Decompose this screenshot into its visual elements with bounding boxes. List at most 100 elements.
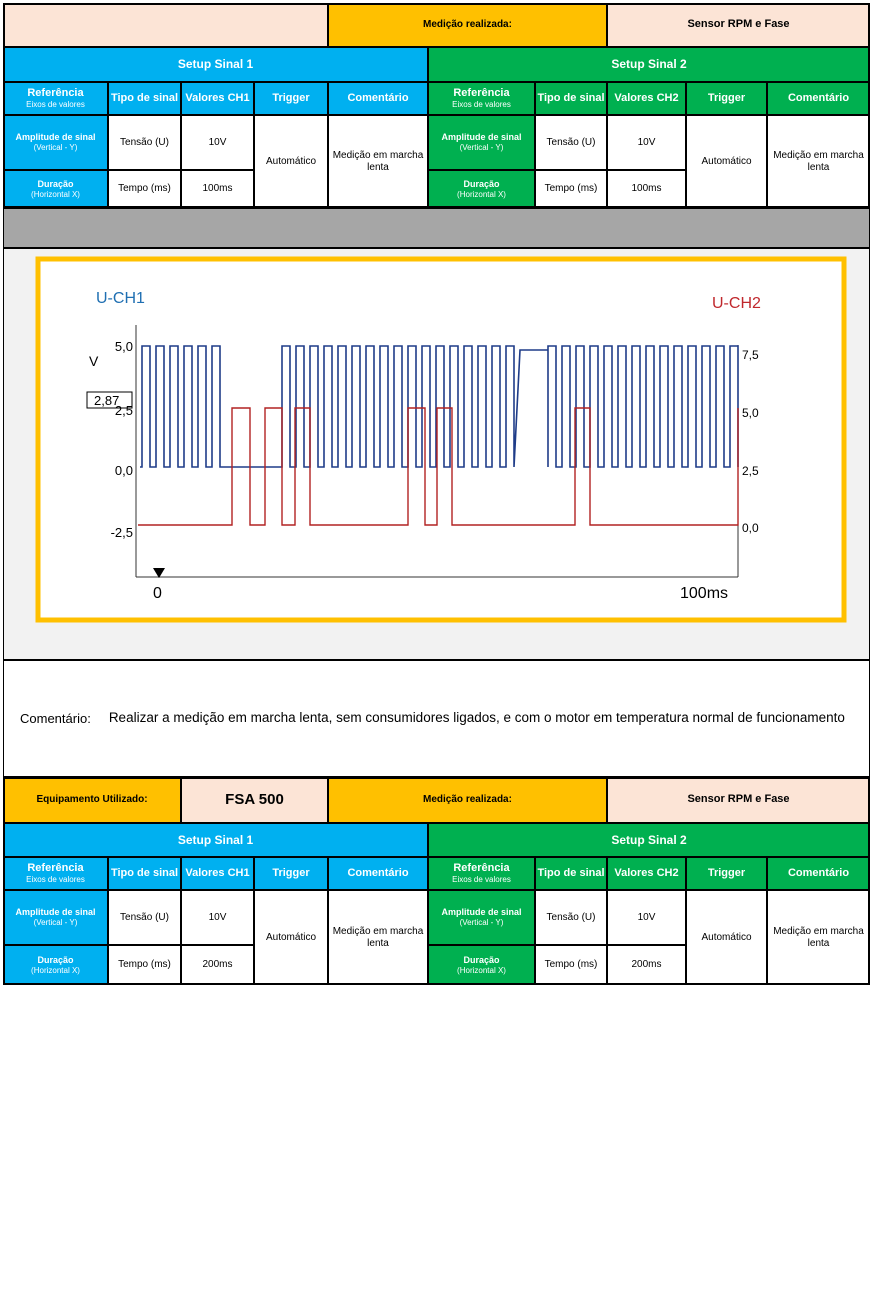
setup-title: Setup Sinal 2 [428, 47, 870, 82]
measurement-label: Medição realizada: [328, 3, 607, 47]
trigger: Automático [254, 115, 328, 208]
cell-subtitle: (Vertical - Y) [459, 918, 504, 928]
column-header: Valores CH2 [607, 82, 686, 115]
cell-title: Trigger [707, 866, 746, 879]
cell-title: Amplitude de sinal [441, 132, 522, 143]
signal-value: 10V [181, 115, 254, 170]
column-header: Referência Eixos de valores [428, 857, 535, 890]
cell-title: Amplitude de sinal [441, 907, 522, 918]
cell-subtitle: (Vertical - Y) [33, 143, 78, 153]
cell-title: Trigger [272, 866, 310, 879]
column-header: Comentário [767, 857, 870, 890]
cell-subtitle: Eixos de valores [452, 875, 511, 885]
cell-title: Valores CH2 [614, 866, 679, 879]
cell-subtitle: Eixos de valores [26, 100, 85, 110]
comment-text: Realizar a medição em marcha lenta, sem … [108, 710, 845, 726]
column-header: Trigger [254, 857, 328, 890]
column-header: Valores CH1 [181, 82, 254, 115]
column-header: Referência Eixos de valores [428, 82, 535, 115]
signal-value: 10V [607, 115, 686, 170]
comment: Medição em marcha lenta [328, 890, 428, 985]
column-header: Tipo de sinal [108, 82, 181, 115]
signal-type: Tempo (ms) [535, 170, 607, 208]
column-header: Valores CH2 [607, 857, 686, 890]
cell-title: Tipo de sinal [110, 866, 179, 879]
column-header: Tipo de sinal [535, 857, 607, 890]
cell-title: Duração [463, 954, 500, 965]
column-header: Valores CH1 [181, 857, 254, 890]
cell-subtitle: (Vertical - Y) [459, 143, 504, 153]
row-reference: Amplitude de sinal (Vertical - Y) [428, 890, 535, 945]
column-header: Comentário [328, 82, 428, 115]
cell-subtitle: (Vertical - Y) [33, 918, 78, 928]
row-reference: Amplitude de sinal (Vertical - Y) [428, 115, 535, 170]
cell-title: Trigger [707, 91, 746, 104]
cell-title: Tipo de sinal [537, 91, 605, 104]
cell-title: Valores CH2 [614, 91, 679, 104]
cell-title: Valores CH1 [185, 91, 250, 104]
column-header: Trigger [686, 82, 767, 115]
cell-title: Duração [37, 178, 74, 189]
signal-type: Tensão (U) [535, 115, 607, 170]
signal-type: Tempo (ms) [535, 945, 607, 985]
column-header: Comentário [328, 857, 428, 890]
cell-title: Tipo de sinal [537, 866, 605, 879]
row-reference: Amplitude de sinal (Vertical - Y) [3, 890, 108, 945]
measurement-label: Medição realizada: [328, 777, 607, 823]
comment-label: Comentário: [20, 710, 91, 726]
cell-title: Trigger [272, 91, 310, 104]
comment: Medição em marcha lenta [328, 115, 428, 208]
cell-subtitle: Eixos de valores [452, 100, 511, 110]
trigger: Automático [686, 890, 767, 985]
row-reference: Duração (Horizontal X) [428, 170, 535, 208]
signal-value: 10V [181, 890, 254, 945]
trigger: Automático [254, 890, 328, 985]
row-reference: Duração (Horizontal X) [3, 170, 108, 208]
comment: Medição em marcha lenta [767, 890, 870, 985]
cell-title: Referência [453, 862, 510, 875]
cell-title: Duração [463, 178, 500, 189]
cell-title: Valores CH1 [185, 866, 250, 879]
setup-title: Setup Sinal 2 [428, 823, 870, 857]
signal-value: 10V [607, 890, 686, 945]
equipment-value: FSA 500 [181, 777, 328, 823]
gray-band [3, 208, 870, 248]
column-header: Tipo de sinal [108, 857, 181, 890]
signal-value: 200ms [607, 945, 686, 985]
cell-title: Duração [37, 954, 74, 965]
row-reference: Duração (Horizontal X) [428, 945, 535, 985]
signal-type: Tensão (U) [108, 890, 181, 945]
signal-type: Tensão (U) [108, 115, 181, 170]
measurement-value: Sensor RPM e Fase [607, 777, 870, 823]
signal-type: Tempo (ms) [108, 945, 181, 985]
cell-title: Tipo de sinal [110, 91, 179, 104]
column-header: Referência Eixos de valores [3, 82, 108, 115]
scope-area [3, 248, 870, 660]
cell-title: Referência [453, 87, 510, 100]
row-reference: Duração (Horizontal X) [3, 945, 108, 985]
setup-title: Setup Sinal 1 [3, 823, 428, 857]
row-reference: Amplitude de sinal (Vertical - Y) [3, 115, 108, 170]
column-header: Tipo de sinal [535, 82, 607, 115]
equipment-label: Equipamento Utilizado: [3, 777, 181, 823]
signal-value: 100ms [607, 170, 686, 208]
cell-title: Referência [27, 87, 84, 100]
cell-title: Amplitude de sinal [15, 907, 96, 918]
cell-title: Comentário [787, 866, 850, 879]
cell-subtitle: (Horizontal X) [31, 965, 80, 975]
comment-box: Comentário: Realizar a medição em marcha … [3, 660, 870, 777]
signal-type: Tensão (U) [535, 890, 607, 945]
cell-subtitle: (Horizontal X) [457, 189, 506, 199]
frame [3, 3, 870, 208]
frame [3, 777, 870, 985]
cell-subtitle: (Horizontal X) [457, 965, 506, 975]
cell-subtitle: (Horizontal X) [31, 189, 80, 199]
cell-title: Comentário [787, 91, 850, 104]
column-header: Trigger [254, 82, 328, 115]
cell-title: Referência [27, 862, 84, 875]
setup-title: Setup Sinal 1 [3, 47, 428, 82]
column-header: Trigger [686, 857, 767, 890]
cell-subtitle: Eixos de valores [26, 875, 85, 885]
cell-title: Amplitude de sinal [15, 132, 96, 143]
